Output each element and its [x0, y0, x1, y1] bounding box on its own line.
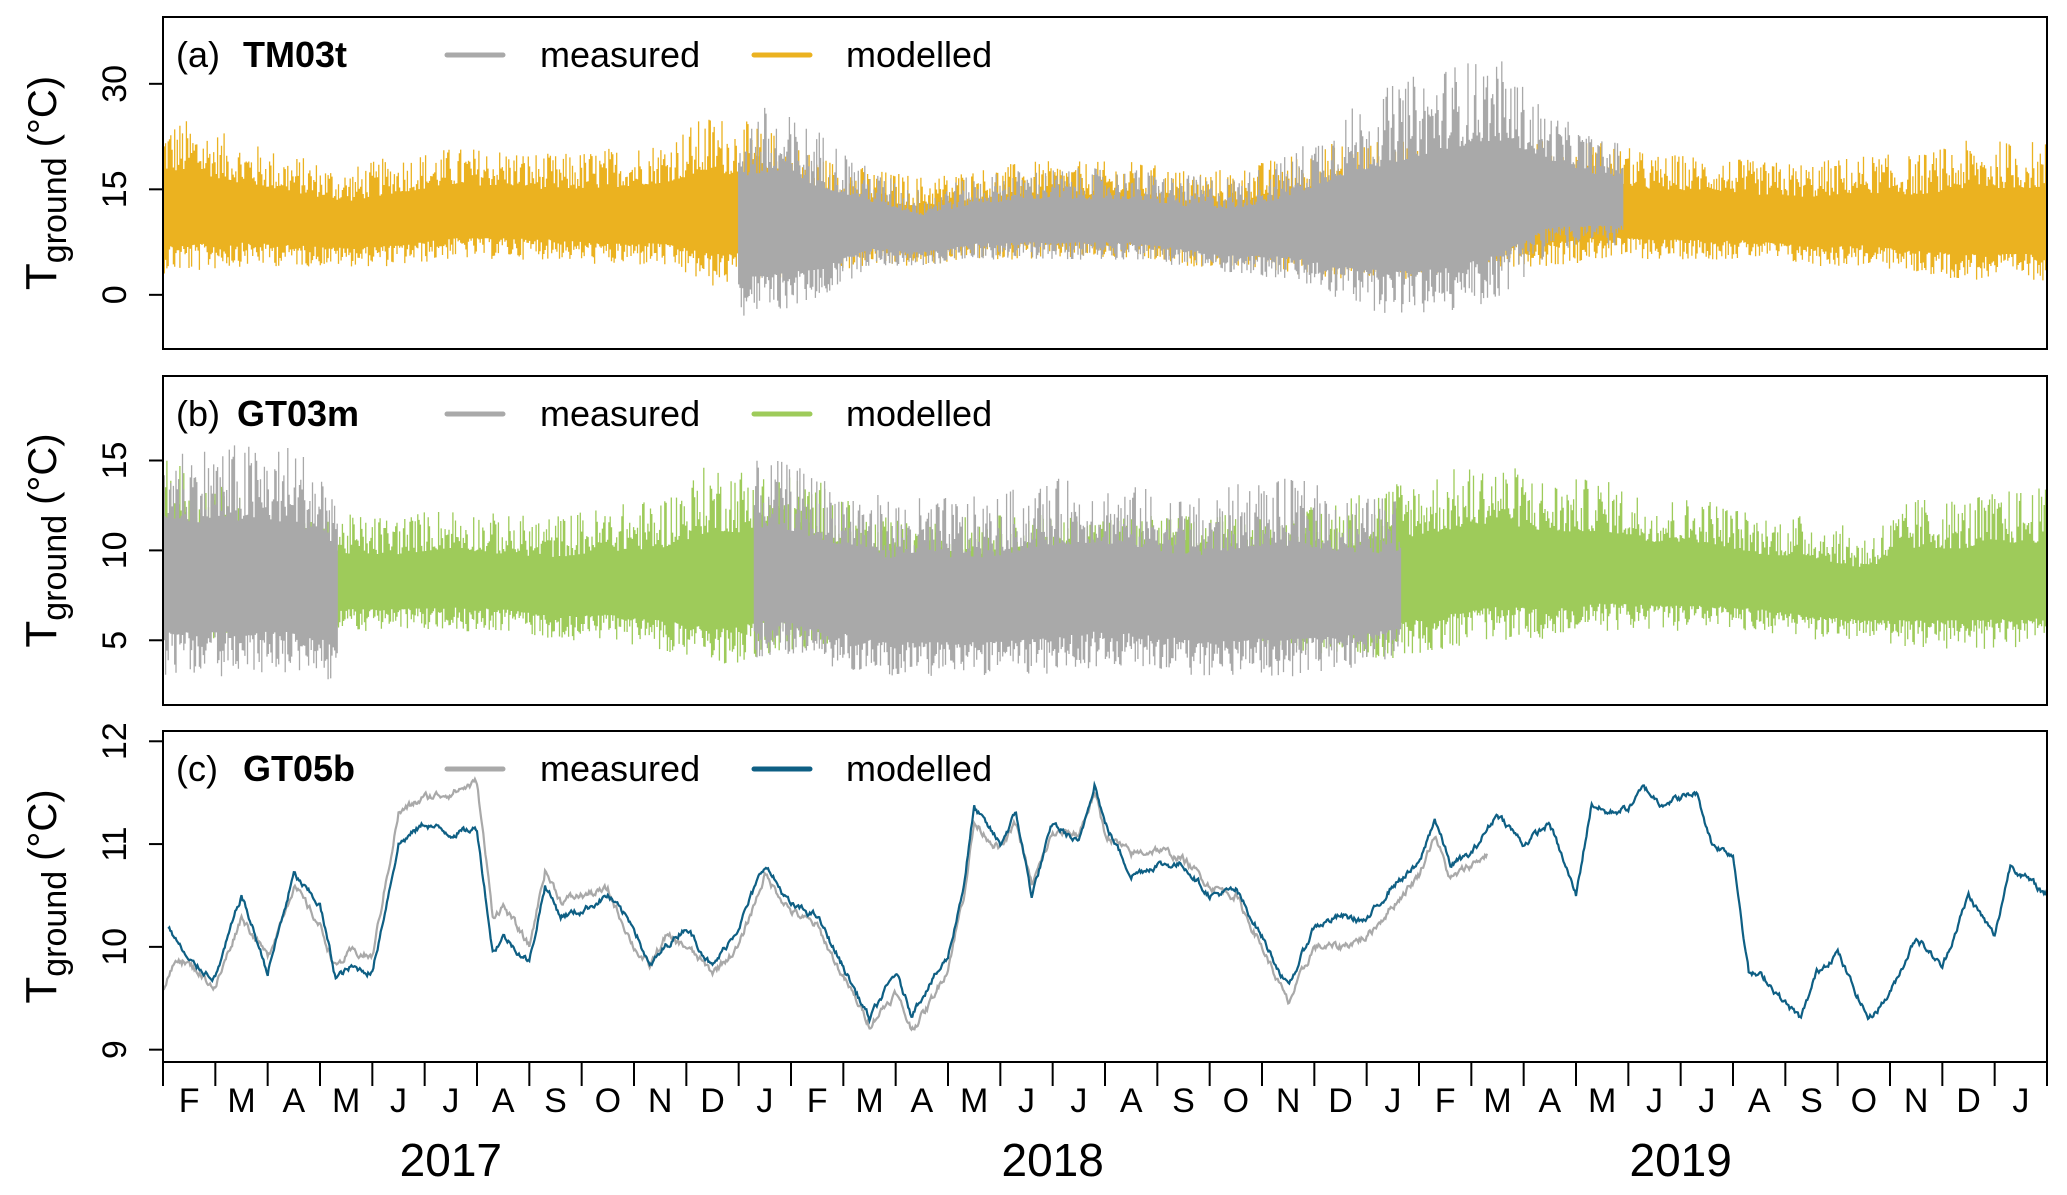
y-axis-title: Tground(°C) — [17, 433, 74, 647]
legend-label-modelled: modelled — [846, 748, 992, 789]
month-label: M — [1588, 1082, 1616, 1120]
month-label: J — [1384, 1082, 1401, 1120]
legend-label-measured: measured — [540, 393, 700, 434]
y-tick-label: 12 — [96, 722, 134, 760]
year-label: 2019 — [1629, 1134, 1731, 1186]
panel-name: GT03m — [237, 393, 359, 434]
month-label: M — [855, 1082, 883, 1120]
month-label: M — [332, 1082, 360, 1120]
legend: measured modelled — [444, 393, 992, 434]
panel-name: TM03t — [243, 34, 347, 75]
month-label: O — [1851, 1082, 1877, 1120]
y-axis-title: Tground(°C) — [17, 789, 74, 1003]
month-label: A — [1538, 1082, 1561, 1120]
plot-area — [163, 445, 2047, 680]
month-label: F — [1435, 1082, 1456, 1120]
month-label: D — [1328, 1082, 1353, 1120]
legend-label-measured: measured — [540, 748, 700, 789]
month-label: N — [1904, 1082, 1929, 1120]
plot-area — [163, 776, 2047, 1032]
month-label: J — [442, 1082, 459, 1120]
y-tick-label: 11 — [96, 826, 134, 861]
panel-tag: (a) — [176, 34, 220, 75]
y-tick-label: 15 — [96, 442, 134, 480]
month-label: M — [227, 1082, 255, 1120]
month-label: J — [390, 1082, 407, 1120]
year-label: 2018 — [1001, 1134, 1103, 1186]
panel-name: GT05b — [243, 748, 355, 789]
measured-series — [738, 61, 1624, 316]
month-label: S — [1172, 1082, 1195, 1120]
y-tick-label: 9 — [96, 1040, 134, 1059]
panel-tag: (b) — [176, 393, 220, 434]
month-label: F — [807, 1082, 828, 1120]
plot-area — [163, 61, 2047, 316]
month-label: S — [1800, 1082, 1823, 1120]
month-label: D — [700, 1082, 725, 1120]
y-tick-label: 10 — [96, 531, 134, 569]
panel-frame — [162, 16, 2048, 350]
legend-label-modelled: modelled — [846, 34, 992, 75]
panel-gt03m: 5 10 15 Tground(°C) (b) GT03m measured modelled — [17, 375, 2048, 706]
month-label: J — [1070, 1082, 1087, 1120]
month-label: N — [1276, 1082, 1301, 1120]
modelled-series — [167, 780, 2047, 1025]
measured-series — [753, 460, 1402, 677]
y-tick-label: 10 — [96, 928, 134, 966]
month-label: J — [1646, 1082, 1663, 1120]
x-axis: F M A M J J A S O N D J F M A M J J A S O N D J F M A M J J A S O N D J2017… — [162, 1062, 2048, 1186]
month-label: D — [1956, 1082, 1981, 1120]
y-tick-label: 30 — [96, 65, 134, 103]
legend: measured modelled — [444, 748, 992, 789]
month-label: J — [1018, 1082, 1035, 1120]
month-label: N — [648, 1082, 673, 1120]
month-label: A — [492, 1082, 515, 1120]
month-label: S — [544, 1082, 567, 1120]
measured-series — [163, 776, 1489, 1032]
year-label: 2017 — [400, 1134, 502, 1186]
month-label: J — [2012, 1082, 2029, 1120]
panel-frame — [162, 375, 2048, 706]
month-label: J — [756, 1082, 773, 1120]
month-label: A — [1120, 1082, 1143, 1120]
month-label: O — [595, 1082, 621, 1120]
panel-tag: (c) — [176, 748, 218, 789]
measured-series — [163, 445, 338, 680]
month-label: A — [910, 1082, 933, 1120]
month-label: M — [960, 1082, 988, 1120]
panel-gt05b: 9 10 11 12 Tground(°C) (c) GT05b measured modell… — [17, 722, 2048, 1063]
legend-label-measured: measured — [540, 34, 700, 75]
legend-label-modelled: modelled — [846, 393, 992, 434]
y-axis-title: Tground(°C) — [17, 76, 74, 290]
legend: measured modelled — [444, 34, 992, 75]
month-label: A — [282, 1082, 305, 1120]
panel-frame — [162, 730, 2048, 1063]
month-label: O — [1223, 1082, 1249, 1120]
y-tick-label: 0 — [96, 285, 134, 304]
month-label: M — [1483, 1082, 1511, 1120]
panel-tm03t: 0 15 30 Tground(°C) (a) TM03t measured modelled — [17, 16, 2048, 350]
y-tick-label: 15 — [96, 170, 134, 208]
month-label: J — [1698, 1082, 1715, 1120]
y-tick-label: 5 — [96, 631, 134, 650]
month-label: F — [179, 1082, 200, 1120]
month-label: A — [1748, 1082, 1771, 1120]
